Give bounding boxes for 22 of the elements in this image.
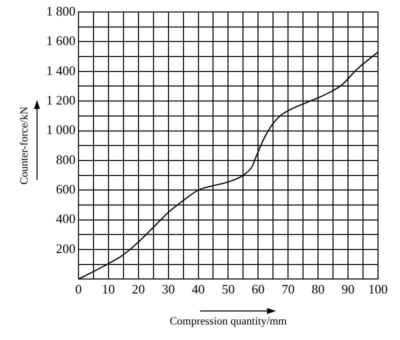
y-tick-label: 400 [56, 211, 76, 226]
x-tick-label: 60 [252, 281, 265, 296]
x-tick-label: 90 [342, 281, 355, 296]
x-tick-label: 20 [132, 281, 145, 296]
y-tick-label: 1 400 [46, 62, 76, 78]
x-tick-label: 50 [222, 281, 235, 296]
y-axis-title: Counter-force/kN [18, 106, 30, 185]
y-tick-label: 1 200 [46, 92, 76, 108]
x-tick-label: 10 [102, 281, 115, 296]
y-tick-label: 800 [56, 152, 76, 167]
x-tick-label: 80 [312, 281, 325, 296]
y-tick-label: 200 [56, 240, 76, 256]
y-tick-label: 600 [56, 182, 76, 197]
x-tick-label: 30 [162, 281, 175, 296]
x-tick-label: 0 [75, 281, 82, 296]
x-tick-label: 40 [192, 281, 205, 296]
x-axis-title: Compression quantity/mm [170, 315, 288, 328]
y-tick-label: 1 600 [46, 33, 76, 48]
y-tick-label: 1 800 [46, 3, 76, 18]
x-tick-label: 100 [368, 281, 388, 296]
y-tick-label: 1 000 [46, 122, 76, 138]
x-tick-label: 70 [282, 281, 295, 296]
